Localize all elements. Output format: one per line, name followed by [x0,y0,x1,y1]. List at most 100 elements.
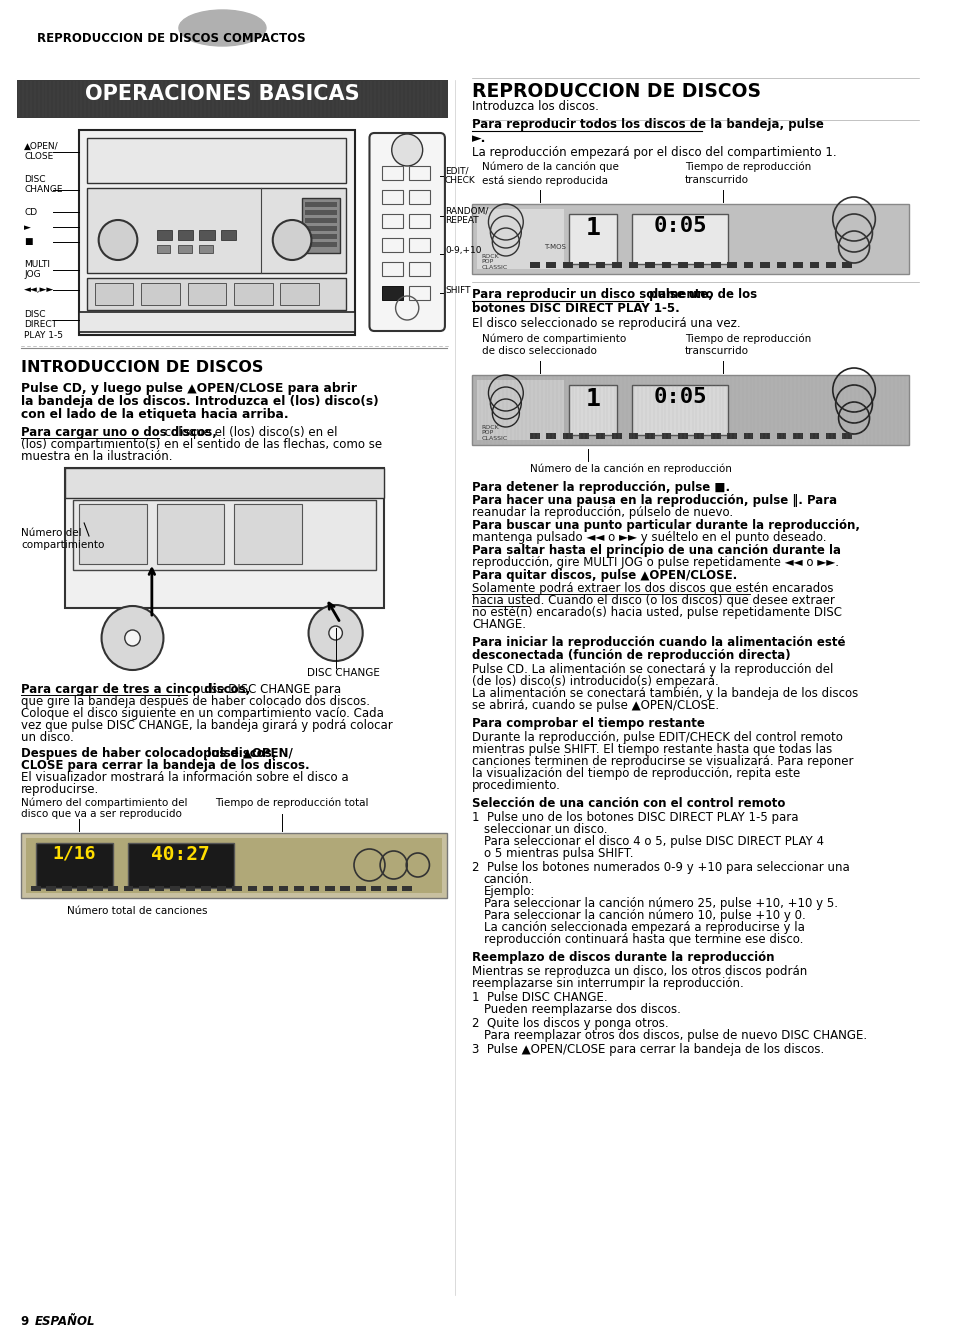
Bar [109,886,118,890]
Bar [776,262,785,268]
Bar [30,886,41,890]
Text: REPRODUCCION DE DISCOS COMPACTOS: REPRODUCCION DE DISCOS COMPACTOS [37,32,305,45]
Bar [596,262,605,268]
Text: pulse uno de los: pulse uno de los [644,288,757,300]
Text: Pulse CD, y luego pulse ▲OPEN/CLOSE para abrir: Pulse CD, y luego pulse ▲OPEN/CLOSE para… [21,382,357,395]
Bar [232,886,241,890]
Bar [188,283,226,304]
Bar [87,278,346,310]
Bar [628,262,638,268]
Text: INTRODUCCION DE DISCOS: INTRODUCCION DE DISCOS [21,360,263,375]
Bar [660,262,671,268]
Text: 0:05: 0:05 [653,387,706,407]
FancyBboxPatch shape [369,134,444,331]
Text: Para reemplazar otros dos discos, pulse de nuevo DISC CHANGE.: Para reemplazar otros dos discos, pulse … [483,1029,866,1043]
Bar [156,230,172,240]
Bar [201,886,211,890]
Bar [841,262,851,268]
Text: Solamente podrá extraer los dos discos que estén encarados: Solamente podrá extraer los dos discos q… [472,582,833,595]
Bar [304,226,336,231]
Circle shape [98,220,137,260]
Bar [65,469,384,498]
Text: o 5 mientras pulsa SHIFT.: o 5 mientras pulsa SHIFT. [483,846,633,860]
Text: Para buscar una punto particular durante la reproducción,: Para buscar una punto particular durante… [472,519,859,533]
Text: seleccionar un disco.: seleccionar un disco. [483,822,606,836]
Bar [825,433,835,439]
Bar [17,80,447,117]
Bar [578,433,588,439]
Text: reproducción, gire MULTI JOG o pulse repetidamente ◄◄ o ►►.: reproducción, gire MULTI JOG o pulse rep… [472,555,838,569]
Text: reemplazarse sin interrumpir la reproducción.: reemplazarse sin interrumpir la reproduc… [472,977,743,991]
Text: Coloque el disco siguiente en un compartimiento vacío. Cada: Coloque el disco siguiente en un compart… [21,708,384,720]
Text: (de los) disco(s) introducido(s) empezará.: (de los) disco(s) introducido(s) empezar… [472,676,718,688]
Text: 2  Quite los discos y ponga otros.: 2 Quite los discos y ponga otros. [472,1017,668,1031]
Bar [340,886,350,890]
Text: Número de la canción en reproducción: Número de la canción en reproducción [530,463,731,474]
Bar [156,246,170,254]
Bar [77,886,87,890]
Text: SHIFT: SHIFT [444,286,470,295]
Bar [809,262,819,268]
Text: OPERACIONES BASICAS: OPERACIONES BASICAS [85,84,359,104]
Text: Para iniciar la reproducción cuando la alimentación esté: Para iniciar la reproducción cuando la a… [472,635,844,649]
Bar [409,286,430,300]
Bar [72,501,375,570]
Circle shape [329,626,342,639]
Text: DISC CHANGE: DISC CHANGE [306,668,379,678]
Bar [743,262,753,268]
Text: 2  Pulse los botones numerados 0-9 y +10 para seleccionar una: 2 Pulse los botones numerados 0-9 y +10 … [472,861,849,874]
Bar [220,230,235,240]
Bar [381,262,403,276]
Bar [841,433,851,439]
Text: 3  Pulse ▲OPEN/CLOSE para cerrar la bandeja de los discos.: 3 Pulse ▲OPEN/CLOSE para cerrar la bande… [472,1043,823,1056]
Text: DISC
CHANGE: DISC CHANGE [24,175,63,195]
Text: CD: CD [24,208,37,218]
Bar [294,886,303,890]
Bar [578,262,588,268]
Bar [199,230,214,240]
Bar [94,283,133,304]
Bar [199,246,213,254]
Text: Número de la canción que
está siendo reproducida: Número de la canción que está siendo rep… [481,162,618,186]
Text: canciones terminen de reproducirse se visualizará. Para reponer: canciones terminen de reproducirse se vi… [472,756,853,768]
Bar [304,242,336,247]
Bar [36,842,113,888]
Text: reanudar la reproducción, púlselo de nuevo.: reanudar la reproducción, púlselo de nue… [472,506,732,519]
Text: disco que va a ser reproducido: disco que va a ser reproducido [21,809,182,818]
Text: reproducción continuará hasta que termine ese disco.: reproducción continuará hasta que termin… [483,933,802,947]
Bar [47,886,56,890]
Bar [644,262,654,268]
Text: ▲OPEN/
CLOSE: ▲OPEN/ CLOSE [24,142,59,162]
Text: ROCK
POP
CLASSIC: ROCK POP CLASSIC [481,425,507,441]
Text: Tiempo de reproducción total: Tiempo de reproducción total [214,797,368,808]
Bar [381,238,403,252]
Bar [124,886,133,890]
Text: pulse ▲OPEN/: pulse ▲OPEN/ [198,748,292,760]
Bar [178,246,192,254]
Text: La canción seleccionada empezará a reproducirse y la: La canción seleccionada empezará a repro… [483,921,803,934]
Bar [568,214,617,264]
Bar [568,384,617,435]
Text: Número del
compartimiento: Número del compartimiento [21,529,105,550]
Text: Pueden reemplazarse dos discos.: Pueden reemplazarse dos discos. [483,1003,679,1016]
Text: REPRODUCCION DE DISCOS: REPRODUCCION DE DISCOS [472,81,760,101]
Text: Despues de haber colocado los discos,: Despues de haber colocado los discos, [21,748,276,760]
Bar [304,234,336,239]
Text: Ejemplo:: Ejemplo: [483,885,535,898]
Text: Para saltar hasta el principio de una canción durante la: Para saltar hasta el principio de una ca… [472,543,841,557]
Text: se abrirá, cuando se pulse ▲OPEN/CLOSE.: se abrirá, cuando se pulse ▲OPEN/CLOSE. [472,700,719,712]
Text: desconectada (función de reproducción directa): desconectada (función de reproducción di… [472,649,790,662]
Bar [776,433,785,439]
Bar [476,210,563,268]
Bar [792,262,801,268]
Bar [371,886,380,890]
Bar [678,262,687,268]
Bar [301,198,340,254]
Bar [562,262,572,268]
Bar [678,433,687,439]
Bar [409,262,430,276]
Text: coloque el (los) disco(s) en el: coloque el (los) disco(s) en el [160,426,336,439]
Bar [546,433,556,439]
Text: Tiempo de reproducción
transcurrido: Tiempo de reproducción transcurrido [684,162,810,186]
Text: (los) compartimiento(s) en el sentido de las flechas, como se: (los) compartimiento(s) en el sentido de… [21,438,382,451]
